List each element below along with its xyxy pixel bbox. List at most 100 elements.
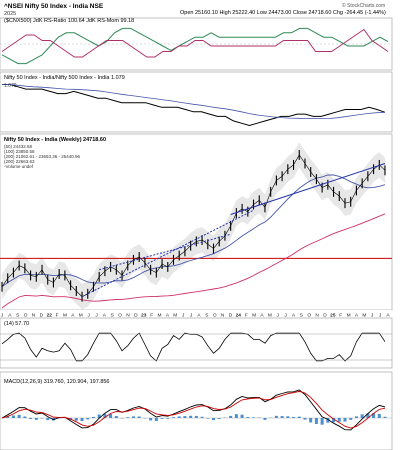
price-panel: Nifty 50 Index - India (Weekly) 24718.60…	[0, 133, 393, 311]
macd-hist-bar	[131, 416, 135, 418]
x-tick-label: M	[362, 313, 366, 319]
x-tick-label: A	[260, 313, 264, 319]
macd-hist-bar	[360, 414, 364, 418]
macd-hist-bar	[74, 418, 78, 421]
x-tick-label: F	[245, 313, 248, 319]
x-tick-label: A	[292, 313, 296, 319]
x-tick-label: A	[166, 313, 170, 319]
x-tick-label: M	[252, 313, 256, 319]
macd-hist-bar	[274, 415, 278, 418]
macd-hist-bar	[23, 416, 27, 418]
macd-hist-bar	[372, 413, 376, 418]
macd-hist-bar	[326, 418, 330, 423]
macd-hist-bar	[206, 418, 210, 419]
ratio-label: Nifty 50 Index - India/Nifty 500 Index -…	[4, 75, 125, 81]
x-tick-label: J	[284, 313, 287, 319]
x-tick-label: N	[221, 313, 225, 319]
ratio-value-tag: 1.079	[4, 83, 17, 89]
macd-hist-bar	[160, 418, 164, 419]
rsi-label: (14) 57.70	[4, 321, 29, 327]
macd-hist-bar	[297, 416, 301, 418]
macd-hist-bar	[280, 416, 284, 418]
macd-hist-bar	[354, 416, 358, 418]
x-tick-label: S	[16, 313, 19, 319]
credit-text: © StockCharts.com	[342, 2, 385, 9]
macd-hist-bar	[183, 416, 187, 418]
macd-hist-bar	[292, 417, 296, 418]
macd-hist-bar	[194, 415, 198, 418]
rs-mom-series	[1, 28, 389, 58]
x-tick-label: S	[111, 313, 114, 319]
x-tick-label: D	[323, 313, 327, 319]
macd-hist-bar	[366, 413, 370, 418]
macd-label: MACD(12,26,9) 319.760, 120.904, 197.856	[4, 379, 110, 385]
x-tick-label: J	[371, 313, 374, 319]
rs-lines	[0, 27, 392, 65]
x-axis: J A S O N D 22 F M A M J J A S O N D 23 F M A M J J A S O N D 24 F M A M J J…	[0, 310, 392, 319]
x-tick-label: F	[150, 313, 153, 319]
x-tick-label: O	[118, 313, 122, 319]
x-tick-label: A	[103, 313, 107, 319]
rs-ratio-series	[1, 27, 389, 65]
x-tick-label: A	[8, 313, 12, 319]
macd-hist-bar	[86, 418, 90, 420]
ma-line-2: (200) 21062.61 - 23653.36 - 25440.96	[4, 154, 81, 159]
macd-hist-bar	[11, 415, 15, 418]
ohlc-readout: Open 25160.10 High 25222.40 Low 24473.00…	[180, 10, 386, 16]
ratio-series	[2, 84, 386, 127]
macd-hist-bar	[212, 418, 216, 421]
rsi-lines	[0, 332, 392, 362]
rs-label: ($CNX500) JdK RS-Ratio 100.64 JdK RS-Mom…	[4, 18, 134, 24]
macd-hist-bar	[337, 418, 341, 422]
macd-hist-bar	[217, 418, 221, 419]
macd-hist-bar	[263, 418, 267, 420]
chart-title: ^NSEI Nifty 50 Index - India NSE	[4, 2, 104, 10]
ma-line-0: (50) 24432.68	[4, 144, 33, 149]
x-tick-label: M	[79, 313, 83, 319]
macd-hist-bar	[17, 414, 21, 418]
x-tick-label: 24	[236, 313, 242, 319]
long-ma-series	[1, 213, 386, 309]
x-tick-label: A	[386, 313, 390, 319]
x-tick-label: O	[24, 313, 28, 319]
macd-hist-bar	[240, 414, 244, 418]
x-tick-label: A	[71, 313, 75, 319]
x-tick-label: J	[379, 313, 382, 319]
price-overlay	[0, 150, 392, 309]
macd-hist-bar	[314, 418, 318, 424]
x-tick-label: M	[173, 313, 177, 319]
macd-hist-bar	[200, 416, 204, 418]
macd-hist-bar	[303, 418, 307, 420]
x-tick-label: J	[87, 313, 90, 319]
bollinger-band	[2, 142, 385, 310]
x-tick-label: M	[158, 313, 162, 319]
macd-hist-bar	[377, 414, 381, 418]
x-tick-label: D	[134, 313, 138, 319]
volume-legend: -Volume undef	[4, 164, 34, 169]
x-tick-label: N	[126, 313, 130, 319]
x-tick-label: J	[1, 313, 4, 319]
macd-hist-bar	[343, 418, 347, 422]
macd-panel: MACD(12,26,9) 319.760, 120.904, 197.856	[0, 371, 393, 450]
x-axis-strip	[0, 310, 392, 318]
rs-panel: ($CNX500) JdK RS-Ratio 100.64 JdK RS-Mom…	[0, 17, 393, 71]
x-tick-label: 25	[330, 313, 336, 319]
macd-hist-bar	[332, 418, 336, 423]
x-tick-label: J	[95, 313, 98, 319]
macd-hist-bar	[234, 414, 238, 418]
x-tick-label: J	[190, 313, 193, 319]
mid-trendline	[99, 233, 231, 271]
x-tick-label: A	[355, 313, 359, 319]
x-tick-label: M	[347, 313, 351, 319]
ratio-panel: Nifty 50 Index - India/Nifty 500 Index -…	[0, 71, 393, 133]
macd-hist-bar	[320, 418, 324, 425]
header-bar	[0, 0, 400, 18]
macd-hist-bar	[103, 413, 107, 418]
ma-line-1: (100) 23850.58	[4, 149, 35, 154]
macd-hist-bar	[80, 418, 84, 422]
macd-hist-bar	[97, 414, 101, 418]
macd-hist-bar	[46, 418, 50, 421]
macd-hist-bar	[189, 415, 193, 418]
x-tick-label: D	[229, 313, 233, 319]
x-tick-label: O	[307, 313, 311, 319]
